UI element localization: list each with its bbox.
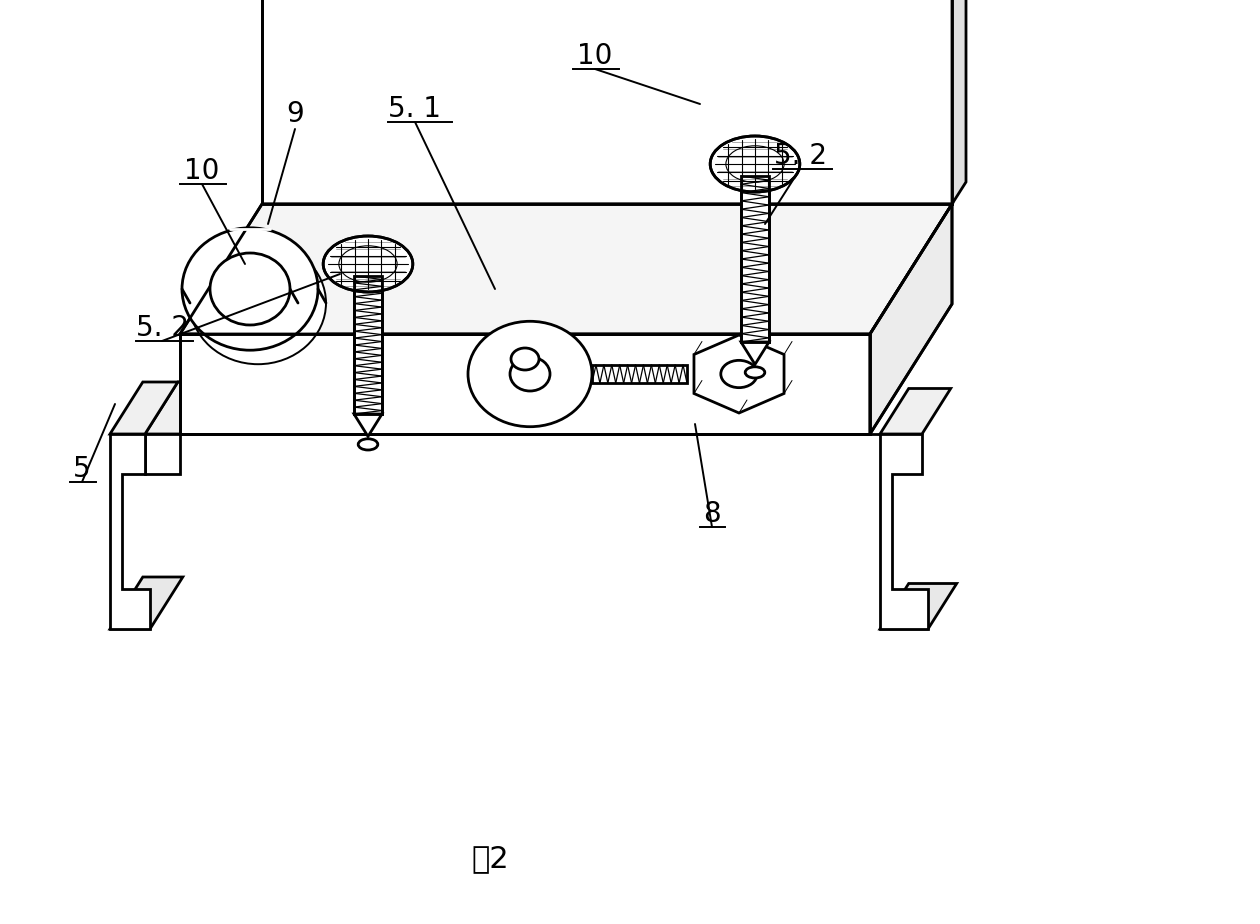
Polygon shape	[592, 365, 687, 383]
Polygon shape	[741, 176, 769, 342]
Ellipse shape	[210, 253, 290, 325]
Text: 9: 9	[286, 100, 304, 128]
Polygon shape	[110, 577, 183, 629]
Polygon shape	[180, 204, 953, 334]
Text: 5: 5	[73, 455, 91, 483]
Polygon shape	[110, 382, 178, 434]
Polygon shape	[145, 434, 180, 474]
Polygon shape	[354, 276, 382, 414]
Ellipse shape	[190, 242, 326, 364]
Text: 5. 2: 5. 2	[136, 314, 189, 342]
Polygon shape	[354, 414, 382, 436]
Polygon shape	[869, 204, 953, 434]
Polygon shape	[879, 434, 929, 629]
Text: 5. 2: 5. 2	[774, 142, 827, 170]
Polygon shape	[180, 334, 869, 434]
Polygon shape	[953, 0, 966, 204]
Text: 图2: 图2	[471, 845, 509, 873]
Text: 5. 1: 5. 1	[388, 95, 441, 123]
Polygon shape	[262, 0, 953, 204]
Ellipse shape	[512, 348, 539, 370]
Ellipse shape	[324, 236, 413, 292]
Text: 10: 10	[577, 42, 612, 70]
Ellipse shape	[510, 357, 551, 391]
Ellipse shape	[218, 267, 299, 339]
Ellipse shape	[358, 439, 378, 450]
Polygon shape	[741, 342, 769, 364]
Polygon shape	[694, 335, 784, 413]
Polygon shape	[879, 388, 951, 434]
Polygon shape	[145, 382, 213, 434]
Ellipse shape	[711, 136, 800, 192]
Ellipse shape	[181, 228, 318, 350]
Text: 10: 10	[184, 157, 219, 185]
Ellipse shape	[721, 360, 757, 388]
Text: 8: 8	[703, 500, 721, 528]
Polygon shape	[879, 583, 956, 629]
Polygon shape	[110, 434, 150, 629]
Ellipse shape	[467, 322, 592, 427]
Ellipse shape	[745, 367, 765, 378]
